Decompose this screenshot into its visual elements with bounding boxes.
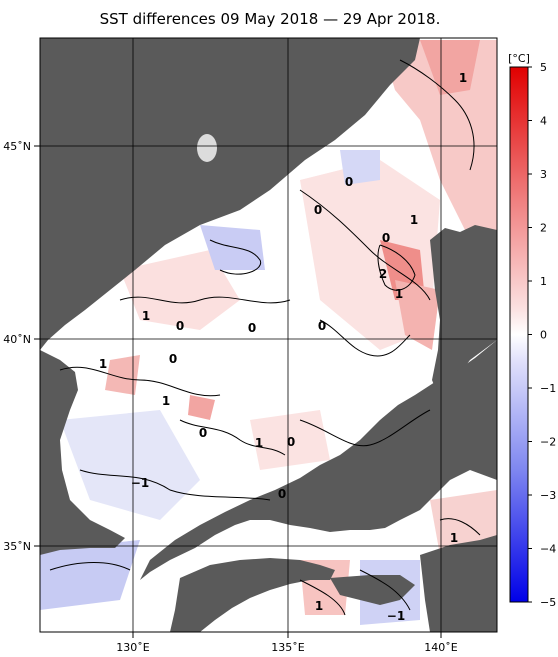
contour-label: −1 (131, 476, 149, 490)
contour-label: 0 (318, 319, 326, 333)
map-frame (39, 37, 498, 633)
contour-label: 0 (345, 175, 353, 189)
contour-label: 1 (99, 357, 107, 371)
contour-label: 0 (248, 321, 256, 335)
contour-label: 1 (395, 287, 403, 301)
contour-label: 0 (199, 426, 207, 440)
contour-label: 1 (450, 531, 458, 545)
contour-label: 1 (410, 213, 418, 227)
colorbar-tick-label: 1 (540, 275, 547, 288)
lon-label-140: 140˚E (424, 641, 457, 654)
colorbar-unit: [°C] (508, 52, 530, 65)
lon-label-135: 135˚E (271, 641, 304, 654)
contour-label: 1 (162, 394, 170, 408)
contour-label: 0 (176, 319, 184, 333)
contour-label: 2 (379, 267, 387, 281)
contour-lines (49, 59, 481, 616)
contour-label: 0 (278, 487, 286, 501)
land-masses (40, 38, 497, 632)
colorbar (509, 66, 529, 603)
contour-label: 0 (382, 231, 390, 245)
colorbar-tick-label: −2 (540, 436, 556, 449)
colorbar-ticks: 5 4 3 2 1 0 −1 −2 −3 −4 −5 (528, 61, 556, 609)
lat-label-35: 35˚N (3, 540, 31, 553)
contour-label: 1 (459, 71, 467, 85)
lat-label-40: 40˚N (3, 333, 31, 346)
contour-label: 1 (142, 309, 150, 323)
colorbar-tick-label: 3 (540, 168, 547, 181)
colorbar-tick-label: −4 (540, 543, 556, 556)
colorbar-tick-label: −3 (540, 489, 556, 502)
lon-label-130: 130˚E (116, 641, 149, 654)
colorbar-tick-label: 2 (540, 222, 547, 235)
contour-label: 0 (169, 352, 177, 366)
lake-island (197, 134, 217, 162)
contour-label: −1 (387, 609, 405, 623)
map-title: SST differences 09 May 2018 — 29 Apr 201… (99, 10, 441, 28)
colorbar-tick-label: −5 (540, 596, 556, 609)
colorbar-tick-label: 0 (540, 329, 547, 342)
axis-ticks (34, 145, 442, 638)
colorbar-tick-label: 4 (540, 115, 547, 128)
lat-label-45: 45˚N (3, 140, 31, 153)
contour-label: 1 (315, 599, 323, 613)
graticule (40, 38, 497, 632)
contour-label: 1 (255, 436, 263, 450)
contour-label: 0 (287, 435, 295, 449)
colorbar-tick-label: −1 (540, 382, 556, 395)
contour-label: 0 (314, 203, 322, 217)
colorbar-tick-label: 5 (540, 61, 547, 74)
